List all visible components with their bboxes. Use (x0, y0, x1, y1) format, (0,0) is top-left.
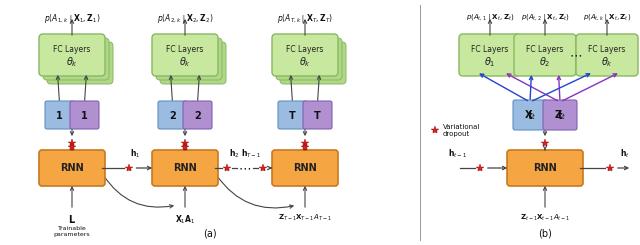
FancyBboxPatch shape (183, 101, 212, 129)
FancyBboxPatch shape (543, 100, 577, 130)
Text: $\mathbf{Z}_{T-1}\mathbf{X}_{T-1}A_{T-1}$: $\mathbf{Z}_{T-1}\mathbf{X}_{T-1}A_{T-1}… (278, 213, 332, 223)
Text: $\mathbf{h}_2$: $\mathbf{h}_2$ (229, 147, 239, 160)
FancyBboxPatch shape (45, 101, 74, 129)
Text: $p(A_{T,k} \mid \mathbf{X}_T, \mathbf{Z}_T)$: $p(A_{T,k} \mid \mathbf{X}_T, \mathbf{Z}… (277, 12, 333, 25)
FancyBboxPatch shape (459, 34, 521, 76)
FancyBboxPatch shape (272, 34, 338, 76)
FancyBboxPatch shape (39, 150, 105, 186)
Text: $\mathbf{Z}_{t-1}\mathbf{X}_{t-1}A_{t-1}$: $\mathbf{Z}_{t-1}\mathbf{X}_{t-1}A_{t-1}… (520, 213, 570, 223)
FancyBboxPatch shape (280, 42, 346, 84)
Text: $\mathbf{Z}_t$: $\mathbf{Z}_t$ (554, 108, 566, 122)
Text: $\mathbf{L}$: $\mathbf{L}$ (68, 213, 76, 225)
Text: $\theta_1$: $\theta_1$ (484, 55, 496, 69)
FancyBboxPatch shape (39, 34, 105, 76)
FancyBboxPatch shape (156, 38, 222, 80)
Text: FC Layers: FC Layers (588, 45, 626, 53)
FancyBboxPatch shape (513, 100, 547, 130)
Text: $\theta_k$: $\theta_k$ (179, 55, 191, 69)
Text: $\mathbf{2}$: $\mathbf{2}$ (193, 109, 202, 121)
Text: Trainable
parameters: Trainable parameters (54, 226, 90, 237)
Text: RNN: RNN (533, 163, 557, 173)
Text: $p(A_{t,1} \mid \mathbf{X}_t, \mathbf{Z}_t)$: $p(A_{t,1} \mid \mathbf{X}_t, \mathbf{Z}… (466, 12, 515, 23)
Text: $\mathbf{1}$: $\mathbf{1}$ (56, 109, 63, 121)
FancyBboxPatch shape (278, 101, 307, 129)
Text: $\mathbf{2}$: $\mathbf{2}$ (168, 109, 177, 121)
Text: FC Layers: FC Layers (166, 45, 204, 53)
Text: FC Layers: FC Layers (471, 45, 509, 53)
Text: $\theta_k$: $\theta_k$ (601, 55, 613, 69)
FancyBboxPatch shape (47, 42, 113, 84)
Text: $\theta_k$: $\theta_k$ (66, 55, 78, 69)
Text: $\mathbf{X}_t$: $\mathbf{X}_t$ (524, 108, 536, 122)
FancyBboxPatch shape (43, 38, 109, 80)
Text: $\theta_k$: $\theta_k$ (299, 55, 311, 69)
Text: $\mathbf{h}_1$: $\mathbf{h}_1$ (131, 147, 141, 160)
Text: $\mathbf{T}$: $\mathbf{T}$ (288, 109, 297, 121)
Text: $\mathbf{t}$: $\mathbf{t}$ (557, 109, 563, 121)
FancyBboxPatch shape (152, 34, 218, 76)
FancyBboxPatch shape (158, 101, 187, 129)
Text: $\cdots$: $\cdots$ (570, 49, 582, 61)
FancyBboxPatch shape (514, 34, 576, 76)
Text: (a): (a) (203, 228, 217, 238)
FancyBboxPatch shape (70, 101, 99, 129)
Text: $\mathbf{h}_t$: $\mathbf{h}_t$ (620, 147, 630, 160)
FancyBboxPatch shape (152, 150, 218, 186)
Text: FC Layers: FC Layers (286, 45, 324, 53)
Text: $\mathbf{t}$: $\mathbf{t}$ (527, 109, 533, 121)
Text: $p(A_{t,k} \mid \mathbf{X}_t, \mathbf{Z}_t)$: $p(A_{t,k} \mid \mathbf{X}_t, \mathbf{Z}… (583, 12, 631, 23)
Text: RNN: RNN (60, 163, 84, 173)
Text: $p(A_{2,k} \mid \mathbf{X}_2, \mathbf{Z}_2)$: $p(A_{2,k} \mid \mathbf{X}_2, \mathbf{Z}… (157, 12, 213, 25)
Text: $\mathbf{T}$: $\mathbf{T}$ (313, 109, 322, 121)
Text: $\mathbf{1}$: $\mathbf{1}$ (81, 109, 88, 121)
FancyBboxPatch shape (576, 34, 638, 76)
Text: (b): (b) (538, 228, 552, 238)
FancyBboxPatch shape (276, 38, 342, 80)
FancyBboxPatch shape (272, 150, 338, 186)
Text: $\cdots$: $\cdots$ (239, 161, 252, 174)
Text: Variational
dropout: Variational dropout (443, 123, 481, 136)
Text: $\mathbf{X}_1\mathbf{A}_1$: $\mathbf{X}_1\mathbf{A}_1$ (175, 213, 195, 225)
FancyBboxPatch shape (507, 150, 583, 186)
Text: RNN: RNN (293, 163, 317, 173)
FancyBboxPatch shape (303, 101, 332, 129)
Text: $p(A_{t,2} \mid \mathbf{X}_t, \mathbf{Z}_t)$: $p(A_{t,2} \mid \mathbf{X}_t, \mathbf{Z}… (521, 12, 570, 23)
Text: $\mathbf{h}_{t-1}$: $\mathbf{h}_{t-1}$ (449, 147, 467, 160)
Text: FC Layers: FC Layers (526, 45, 564, 53)
Text: $\theta_2$: $\theta_2$ (540, 55, 551, 69)
Text: FC Layers: FC Layers (53, 45, 91, 53)
Text: RNN: RNN (173, 163, 197, 173)
Text: $p(A_{1,k} \mid \mathbf{X}_1, \mathbf{Z}_1)$: $p(A_{1,k} \mid \mathbf{X}_1, \mathbf{Z}… (44, 12, 100, 25)
Text: $\mathbf{h}_{T-1}$: $\mathbf{h}_{T-1}$ (241, 147, 261, 160)
FancyBboxPatch shape (160, 42, 226, 84)
